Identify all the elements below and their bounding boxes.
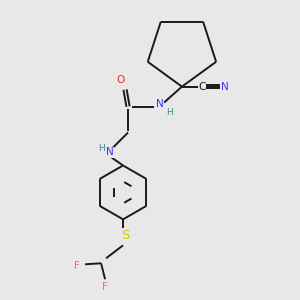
Text: F: F (102, 282, 108, 292)
Text: O: O (116, 75, 124, 85)
Text: H: H (167, 108, 173, 117)
Text: H: H (98, 144, 104, 153)
Text: S: S (121, 229, 129, 242)
Text: F: F (74, 261, 80, 271)
Text: N: N (221, 82, 229, 92)
Text: N: N (156, 99, 164, 109)
Text: C: C (198, 82, 206, 92)
Text: N: N (106, 148, 114, 158)
